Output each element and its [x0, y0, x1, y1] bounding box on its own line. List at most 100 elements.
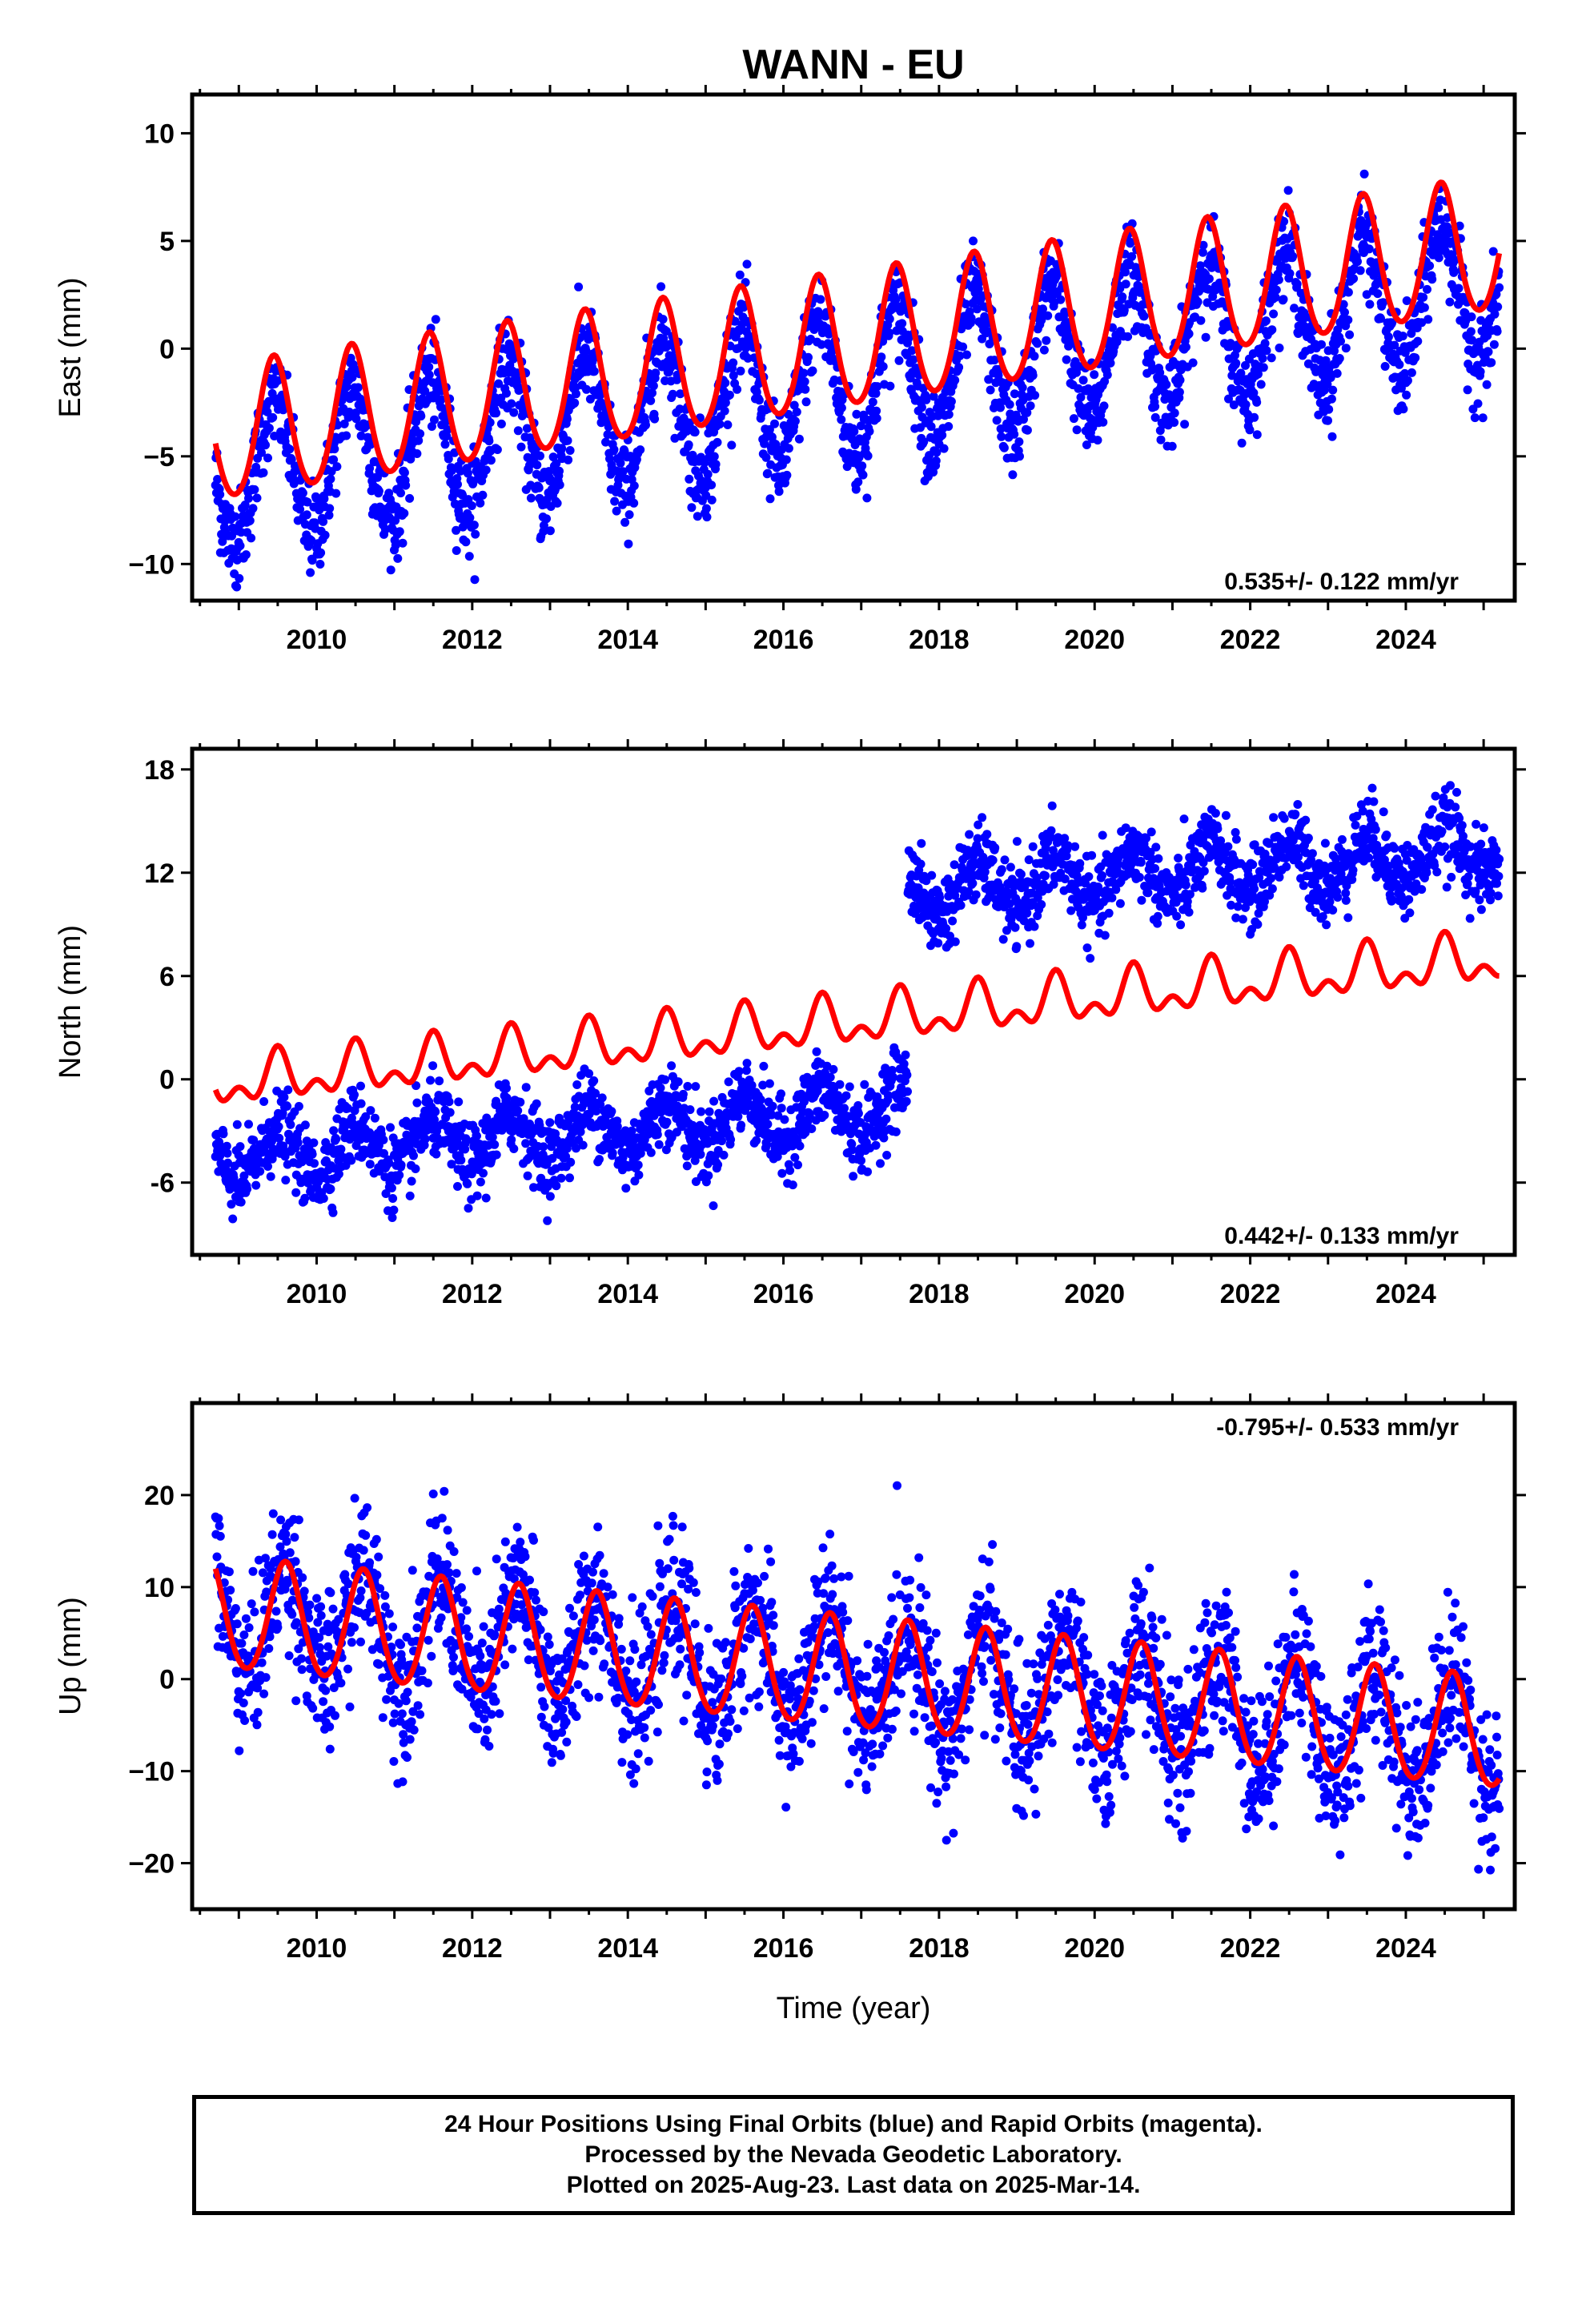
- data-point: [1419, 303, 1429, 312]
- y-tick-label: 0: [159, 334, 175, 364]
- data-point: [339, 419, 349, 428]
- data-point: [1039, 345, 1049, 355]
- data-point: [1179, 814, 1189, 824]
- data-point: [1345, 330, 1355, 340]
- data-point: [1241, 400, 1251, 409]
- data-point: [1468, 336, 1477, 345]
- data-point: [232, 582, 242, 592]
- data-point: [319, 517, 328, 526]
- data-point: [463, 1179, 472, 1188]
- x-tick-label: 2024: [1375, 625, 1436, 655]
- east-panel: 2010 2012 2014 2016 2018 2020 2022 20241050−5−1…: [54, 85, 1526, 655]
- data-point: [316, 548, 326, 557]
- data-point: [684, 440, 693, 449]
- data-point: [624, 539, 633, 549]
- data-point: [1279, 814, 1289, 823]
- data-point: [1078, 376, 1088, 385]
- data-point: [845, 1082, 854, 1092]
- data-point: [490, 1140, 500, 1149]
- data-point: [502, 388, 511, 398]
- data-point: [656, 282, 666, 292]
- data-point: [1102, 370, 1112, 380]
- data-point: [213, 475, 223, 484]
- data-point: [1075, 858, 1085, 868]
- data-point: [742, 1059, 752, 1068]
- data-point: [840, 1104, 849, 1113]
- data-point: [965, 830, 974, 839]
- data-point: [336, 1144, 346, 1154]
- data-point: [812, 1047, 821, 1056]
- data-point: [1336, 336, 1345, 346]
- data-point: [1307, 849, 1317, 858]
- data-point: [1188, 358, 1198, 368]
- y-tick-label: 5: [159, 227, 175, 257]
- data-point: [412, 1098, 422, 1108]
- data-point: [950, 376, 960, 385]
- data-point: [334, 1169, 343, 1179]
- data-point: [1373, 289, 1383, 299]
- data-point: [1327, 394, 1336, 404]
- data-point: [1012, 942, 1022, 951]
- data-point: [1010, 923, 1020, 932]
- data-point: [743, 353, 753, 363]
- data-point: [721, 398, 730, 408]
- data-point: [610, 497, 620, 506]
- data-point: [247, 533, 256, 543]
- data-point: [231, 512, 240, 521]
- data-point: [1466, 327, 1476, 336]
- data-point: [1090, 370, 1099, 380]
- data-point: [634, 1170, 644, 1180]
- data-point: [1380, 362, 1390, 371]
- data-point: [966, 313, 976, 323]
- data-point: [1006, 862, 1015, 872]
- data-point: [784, 444, 793, 453]
- data-point: [564, 455, 573, 464]
- data-point: [841, 1091, 851, 1100]
- data-point: [507, 1135, 516, 1144]
- data-point: [552, 498, 562, 508]
- data-point: [978, 813, 987, 822]
- data-point: [901, 1096, 911, 1106]
- data-point: [481, 465, 491, 475]
- data-point: [1399, 404, 1408, 414]
- data-point: [1000, 855, 1010, 865]
- data-point: [342, 431, 351, 440]
- data-point: [310, 1159, 319, 1168]
- data-point: [315, 560, 325, 569]
- data-point: [1028, 842, 1038, 851]
- data-point: [735, 270, 745, 279]
- data-point: [250, 485, 259, 494]
- data-point: [431, 1107, 440, 1116]
- data-point: [807, 1124, 817, 1133]
- data-point: [267, 388, 277, 398]
- data-point: [545, 1118, 555, 1128]
- data-point: [294, 1102, 303, 1111]
- data-point: [868, 397, 877, 407]
- data-point: [768, 1101, 777, 1111]
- data-point: [1434, 203, 1443, 212]
- data-point: [1137, 895, 1146, 905]
- data-point: [244, 493, 253, 503]
- data-point: [389, 1205, 399, 1215]
- y-tick-label: −5: [143, 442, 175, 472]
- data-point: [509, 1144, 519, 1153]
- data-point: [881, 1114, 891, 1124]
- data-point: [1365, 300, 1375, 309]
- data-point: [219, 1129, 228, 1139]
- data-point: [228, 1214, 238, 1224]
- data-point: [1343, 287, 1353, 297]
- data-point: [539, 1142, 548, 1152]
- data-point: [685, 1105, 695, 1115]
- data-point: [395, 527, 404, 537]
- data-point: [1121, 279, 1130, 289]
- data-point: [759, 1061, 769, 1071]
- data-point: [849, 1172, 858, 1181]
- data-point: [1332, 368, 1342, 378]
- data-point: [682, 1161, 692, 1171]
- data-point: [837, 415, 846, 424]
- data-point: [756, 1095, 765, 1104]
- data-point: [799, 368, 809, 378]
- data-point: [1134, 873, 1144, 882]
- data-point: [319, 494, 329, 504]
